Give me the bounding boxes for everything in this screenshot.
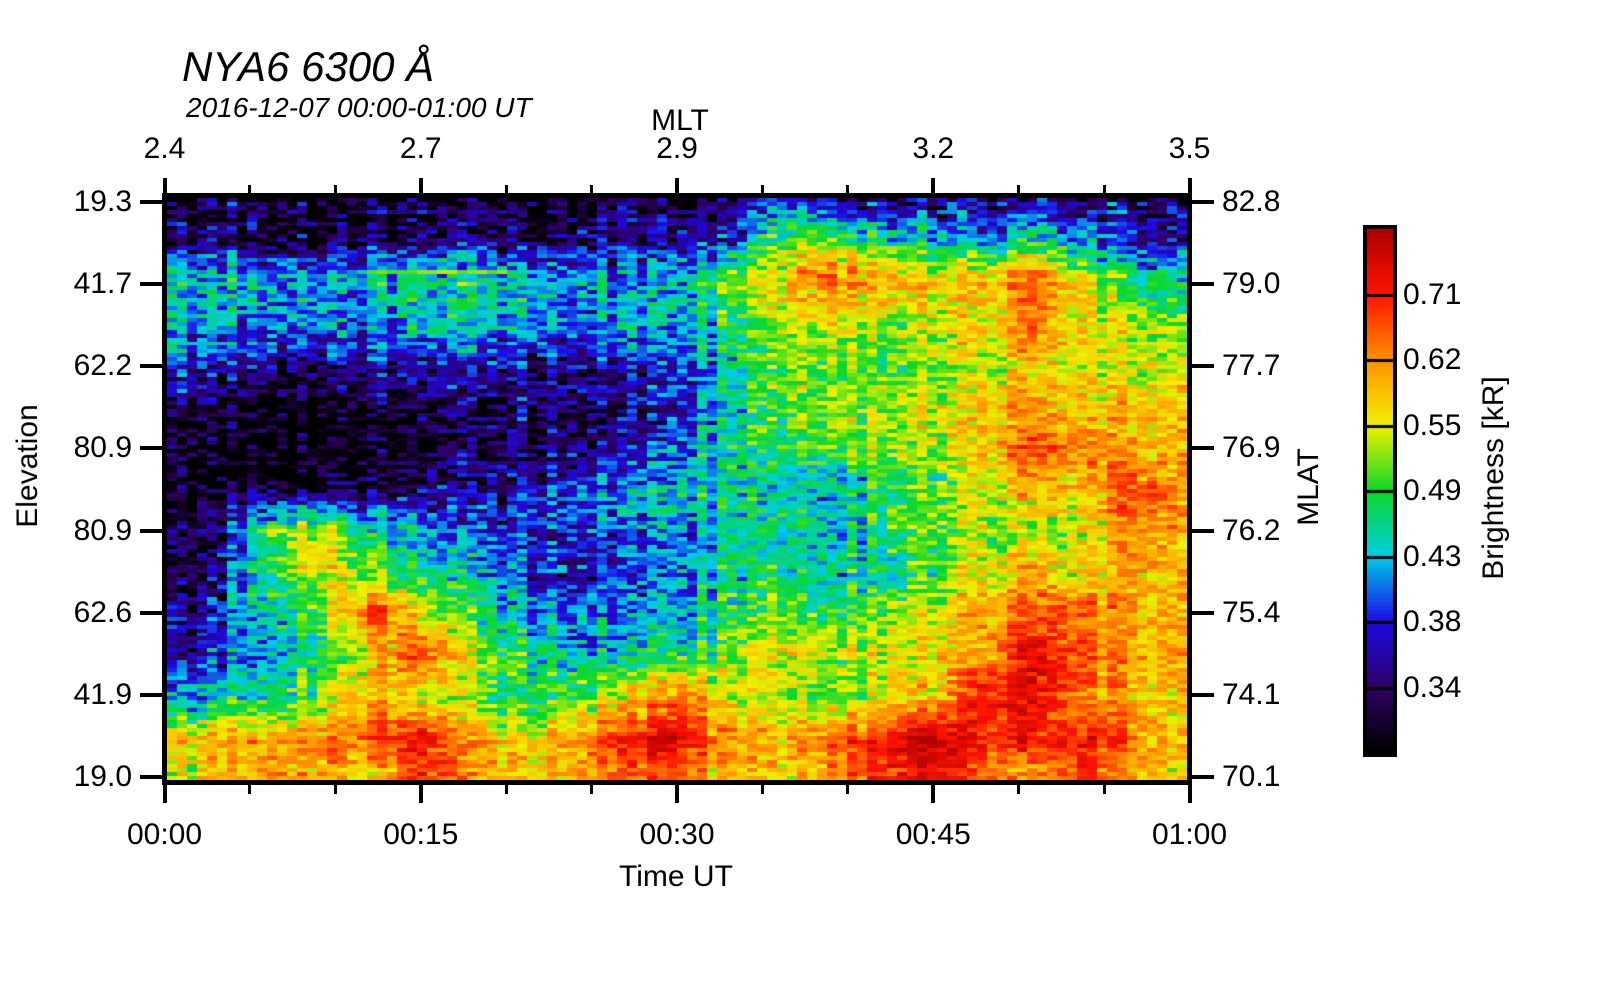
top-minor-tick bbox=[333, 185, 337, 193]
x-minor-tick bbox=[1102, 785, 1106, 794]
elevation-tick-label: 62.6 bbox=[73, 595, 132, 629]
figure-subtitle: 2016-12-07 00:00-01:00 UT bbox=[186, 92, 532, 123]
colorbar-tick-label: 0.49 bbox=[1403, 474, 1462, 507]
time-tick-label: 00:00 bbox=[126, 818, 203, 851]
top-minor-tick bbox=[590, 185, 594, 193]
x-major-tick bbox=[675, 785, 679, 803]
mlat-major-tick bbox=[1192, 200, 1214, 204]
colorbar-frame bbox=[1363, 225, 1397, 757]
x-minor-tick bbox=[590, 785, 594, 794]
mlat-tick-label: 75.4 bbox=[1222, 595, 1281, 629]
x-major-tick bbox=[162, 785, 167, 803]
elevation-tick-label: 80.9 bbox=[73, 431, 132, 465]
colorbar-tick-label: 0.62 bbox=[1403, 343, 1462, 376]
elevation-tick-label: 41.9 bbox=[73, 677, 132, 711]
elevation-tick-label: 19.3 bbox=[73, 185, 132, 218]
mlt-tick-label: 3.2 bbox=[912, 132, 955, 165]
mlat-tick-label: 76.9 bbox=[1222, 431, 1281, 465]
top-major-tick bbox=[418, 178, 423, 193]
elevation-major-tick bbox=[140, 610, 162, 615]
x-minor-tick bbox=[846, 785, 850, 794]
colorbar-axis-title: Brightness [kR] bbox=[1477, 376, 1510, 580]
x-major-tick bbox=[1187, 785, 1192, 803]
elevation-major-tick bbox=[140, 364, 162, 369]
elevation-axis-title: Elevation bbox=[11, 404, 44, 528]
mlat-major-tick bbox=[1192, 528, 1214, 533]
elevation-major-tick bbox=[140, 446, 162, 451]
mlat-major-tick bbox=[1192, 775, 1214, 779]
mlat-major-tick bbox=[1192, 282, 1214, 287]
elevation-major-tick bbox=[140, 528, 162, 533]
time-tick-label: 01:00 bbox=[1151, 818, 1228, 851]
colorbar-tick-label: 0.71 bbox=[1403, 277, 1462, 311]
x-minor-tick bbox=[333, 785, 337, 794]
elevation-major-tick bbox=[140, 692, 162, 697]
colorbar-tick-label: 0.43 bbox=[1403, 539, 1462, 573]
mlat-tick-label: 77.7 bbox=[1222, 349, 1281, 383]
time-tick-label: 00:45 bbox=[895, 818, 971, 851]
elevation-major-tick bbox=[140, 282, 162, 287]
colorbar-tick-label: 0.38 bbox=[1403, 605, 1462, 638]
elevation-major-tick bbox=[140, 775, 162, 779]
mlt-tick-label: 2.4 bbox=[143, 132, 186, 165]
elevation-major-tick bbox=[140, 200, 162, 204]
time-axis-title: Time UT bbox=[619, 860, 733, 893]
mlat-tick-label: 82.8 bbox=[1222, 185, 1281, 218]
elevation-tick-label: 19.0 bbox=[73, 760, 132, 793]
top-minor-tick bbox=[248, 185, 252, 193]
mlt-axis-title: MLT bbox=[651, 104, 709, 137]
colorbar-canvas bbox=[1367, 229, 1393, 753]
mlat-major-tick bbox=[1192, 446, 1214, 451]
top-major-tick bbox=[1187, 178, 1192, 193]
top-minor-tick bbox=[760, 185, 764, 193]
mlat-tick-label: 76.2 bbox=[1222, 513, 1281, 547]
x-major-tick bbox=[418, 785, 423, 803]
top-minor-tick bbox=[1102, 185, 1106, 193]
x-minor-tick bbox=[248, 785, 252, 794]
mlat-tick-label: 74.1 bbox=[1222, 677, 1281, 711]
heatmap-canvas bbox=[167, 198, 1187, 780]
mlt-tick-label: 2.7 bbox=[399, 132, 442, 165]
plot-frame bbox=[162, 193, 1192, 785]
elevation-tick-label: 80.9 bbox=[73, 513, 132, 547]
top-minor-tick bbox=[1017, 185, 1021, 193]
elevation-tick-label: 41.7 bbox=[73, 267, 132, 301]
mlat-tick-label: 70.1 bbox=[1222, 760, 1281, 793]
figure-title: NYA6 6300 Å bbox=[182, 43, 435, 90]
mlat-tick-label: 79.0 bbox=[1222, 267, 1281, 301]
mlt-tick-label: 3.5 bbox=[1168, 132, 1211, 165]
mlat-major-tick bbox=[1192, 610, 1214, 615]
top-major-tick bbox=[675, 178, 679, 193]
top-major-tick bbox=[931, 178, 936, 193]
time-tick-label: 00:15 bbox=[383, 818, 459, 851]
top-minor-tick bbox=[846, 185, 850, 193]
mlat-axis-title: MLAT bbox=[1292, 448, 1325, 526]
mlt-tick-label: 2.9 bbox=[656, 132, 698, 165]
x-minor-tick bbox=[504, 785, 508, 794]
colorbar-tick-label: 0.55 bbox=[1403, 408, 1462, 442]
mlat-major-tick bbox=[1192, 364, 1214, 369]
colorbar-tick-label: 0.34 bbox=[1403, 670, 1462, 704]
mlat-major-tick bbox=[1192, 692, 1214, 697]
x-major-tick bbox=[931, 785, 936, 803]
time-tick-label: 00:30 bbox=[639, 818, 715, 851]
elevation-tick-label: 62.2 bbox=[73, 349, 132, 383]
top-minor-tick bbox=[504, 185, 508, 193]
top-major-tick bbox=[162, 178, 167, 193]
x-minor-tick bbox=[1017, 785, 1021, 794]
x-minor-tick bbox=[760, 785, 764, 794]
